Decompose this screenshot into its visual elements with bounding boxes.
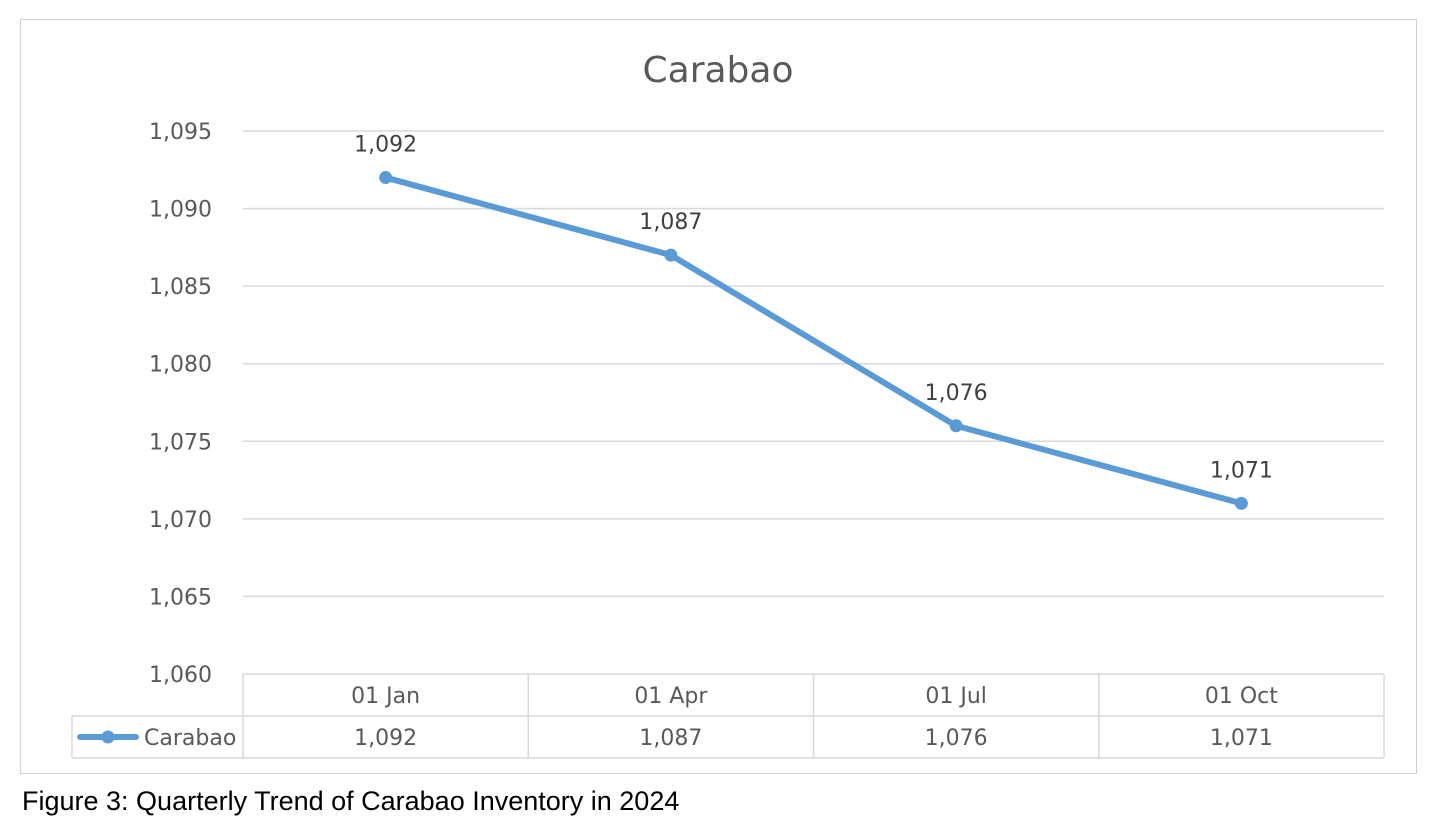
data-label: 1,092 <box>354 133 417 158</box>
series-line <box>382 174 1245 507</box>
data-point <box>664 248 678 262</box>
x-tick-label: 01 Apr <box>634 684 708 709</box>
x-tick-label: 01 Jan <box>351 684 420 709</box>
table-value: 1,092 <box>354 726 417 751</box>
table-value: 1,071 <box>1210 726 1273 751</box>
data-point <box>1234 496 1248 510</box>
y-tick-label: 1,065 <box>149 585 212 610</box>
y-tick-label: 1,075 <box>149 430 212 455</box>
y-tick-label: 1,080 <box>149 353 212 378</box>
data-point <box>379 171 393 185</box>
legend-marker <box>101 730 115 744</box>
figure-caption: Figure 3: Quarterly Trend of Carabao Inv… <box>22 786 680 816</box>
table-value: 1,076 <box>925 726 988 751</box>
chart-area <box>20 19 1417 774</box>
x-tick-label: 01 Oct <box>1205 684 1278 709</box>
data-label: 1,071 <box>1210 458 1273 483</box>
chart-title: Carabao <box>643 50 794 91</box>
legend-series-name: Carabao <box>144 726 236 751</box>
y-tick-label: 1,060 <box>149 663 212 688</box>
data-label: 1,087 <box>639 210 702 235</box>
y-tick-label: 1,090 <box>149 198 212 223</box>
y-tick-label: 1,070 <box>149 508 212 533</box>
table-value: 1,087 <box>639 726 702 751</box>
y-tick-label: 1,085 <box>149 275 212 300</box>
data-point <box>949 419 963 433</box>
data-label: 1,076 <box>925 381 988 406</box>
x-tick-label: 01 Jul <box>925 684 987 709</box>
y-tick-label: 1,095 <box>149 120 212 145</box>
